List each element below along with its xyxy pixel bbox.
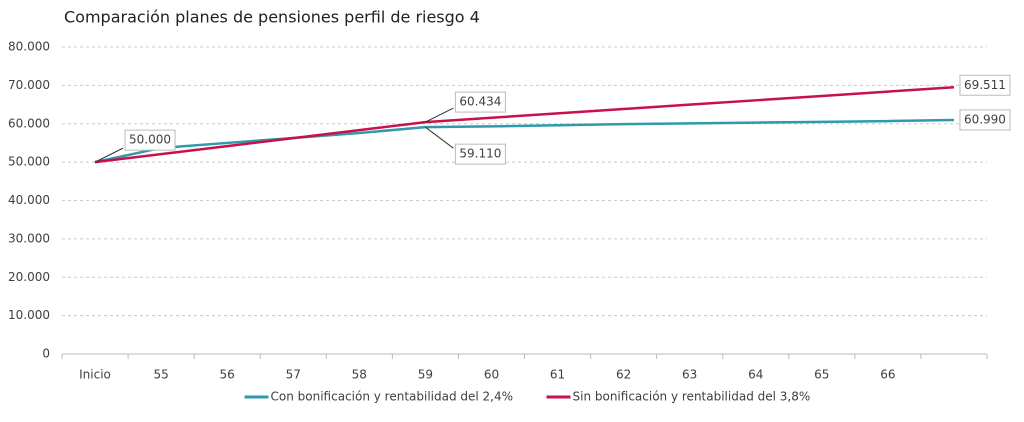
x-tick-label: 56 xyxy=(220,368,235,382)
data-label: 50.000 xyxy=(129,133,171,147)
x-tick-label: 62 xyxy=(616,368,631,382)
series-line xyxy=(94,86,955,164)
x-tick-label: 59 xyxy=(418,368,433,382)
data-label: 69.511 xyxy=(964,78,1006,92)
leader-line xyxy=(425,107,454,123)
x-tick-label: 66 xyxy=(880,368,895,382)
label-box xyxy=(454,91,506,113)
label-box xyxy=(959,109,1011,131)
x-tick-label: 55 xyxy=(153,368,168,382)
y-tick-label: 40.000 xyxy=(8,193,50,207)
y-tick-label: 50.000 xyxy=(8,155,50,169)
y-tick-label: 10.000 xyxy=(8,308,50,322)
x-tick-label: 57 xyxy=(286,368,301,382)
data-label: 60.990 xyxy=(964,112,1006,126)
leader-line xyxy=(94,147,124,163)
x-tick-label: 64 xyxy=(748,368,763,382)
legend-label: Sin bonificación y rentabilidad del 3,8% xyxy=(573,390,811,404)
y-tick-label: 70.000 xyxy=(8,78,50,92)
y-tick-label: 60.000 xyxy=(8,116,50,130)
x-tick-label: 58 xyxy=(352,368,367,382)
label-box xyxy=(454,143,506,165)
y-tick-label: 0 xyxy=(42,347,50,361)
legend-label: Con bonificación y rentabilidad del 2,4% xyxy=(271,390,514,404)
x-tick-label: Inicio xyxy=(79,368,111,382)
label-box xyxy=(959,74,1011,96)
y-tick-label: 20.000 xyxy=(8,270,50,284)
x-tick-label: 63 xyxy=(682,368,697,382)
series-line xyxy=(94,118,954,164)
data-label: 60.434 xyxy=(459,95,501,109)
label-box xyxy=(124,129,176,151)
leader-line xyxy=(425,126,454,149)
y-tick-label: 80.000 xyxy=(8,40,50,54)
chart-title: Comparación planes de pensiones perfil d… xyxy=(64,8,480,27)
x-tick-label: 65 xyxy=(814,368,829,382)
x-tick-label: 60 xyxy=(484,368,499,382)
x-tick-label: 61 xyxy=(550,368,565,382)
y-tick-label: 30.000 xyxy=(8,231,50,245)
data-label: 59.110 xyxy=(459,147,501,161)
